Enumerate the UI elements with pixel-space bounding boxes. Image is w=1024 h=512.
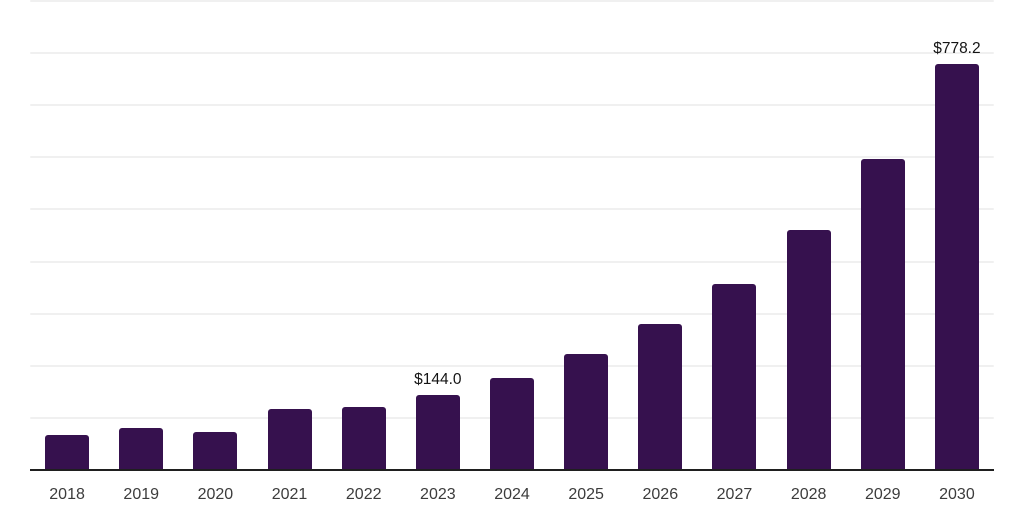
gridline-800 <box>30 52 994 55</box>
bar-2026 <box>638 324 683 470</box>
bar-2029 <box>860 159 905 470</box>
x-tick-label-2026: 2026 <box>642 486 679 503</box>
x-tick-label-2018: 2018 <box>49 486 85 503</box>
data-label-2023: $144.0 <box>414 370 462 388</box>
gridline-500 <box>30 208 994 211</box>
x-tick-label-2023: 2023 <box>420 486 456 503</box>
bar-2027 <box>712 283 757 470</box>
x-tick-label-2021: 2021 <box>271 486 308 503</box>
x-axis-line <box>30 469 994 471</box>
gridline-400 <box>30 260 994 263</box>
gridline-900 <box>30 0 994 2</box>
data-label-2030: $778.2 <box>933 40 981 58</box>
bar-2028 <box>786 230 831 470</box>
x-tick-label-2029: 2029 <box>864 486 901 503</box>
x-tick-label-2030: 2030 <box>939 486 975 503</box>
gridline-600 <box>30 156 994 159</box>
bar-2019 <box>119 428 164 470</box>
bar-2020 <box>193 432 238 470</box>
bar-2021 <box>267 408 312 470</box>
x-tick-label-2019: 2019 <box>123 486 160 503</box>
gridline-300 <box>30 312 994 315</box>
plot-area: $144.0 $778.2 <box>30 0 994 470</box>
x-tick-label-2027: 2027 <box>716 486 753 503</box>
bar-2025 <box>564 354 609 470</box>
bar-2022 <box>341 407 386 470</box>
bar-2024 <box>490 378 534 470</box>
x-tick-label-2024: 2024 <box>494 486 530 503</box>
bar-2023 <box>415 394 460 470</box>
x-tick-label-2028: 2028 <box>790 486 827 503</box>
bar-2018 <box>45 434 90 470</box>
x-tick-label-2020: 2020 <box>197 486 234 503</box>
bar-2030 <box>934 64 979 470</box>
x-tick-label-2025: 2025 <box>568 486 604 503</box>
gridline-200 <box>30 364 994 367</box>
x-tick-label-2022: 2022 <box>345 486 382 503</box>
x-axis-labels: 2018 2019 2020 2021 2022 2023 2024 2025 2026 2027… <box>30 484 994 506</box>
gridline-700 <box>30 104 994 107</box>
